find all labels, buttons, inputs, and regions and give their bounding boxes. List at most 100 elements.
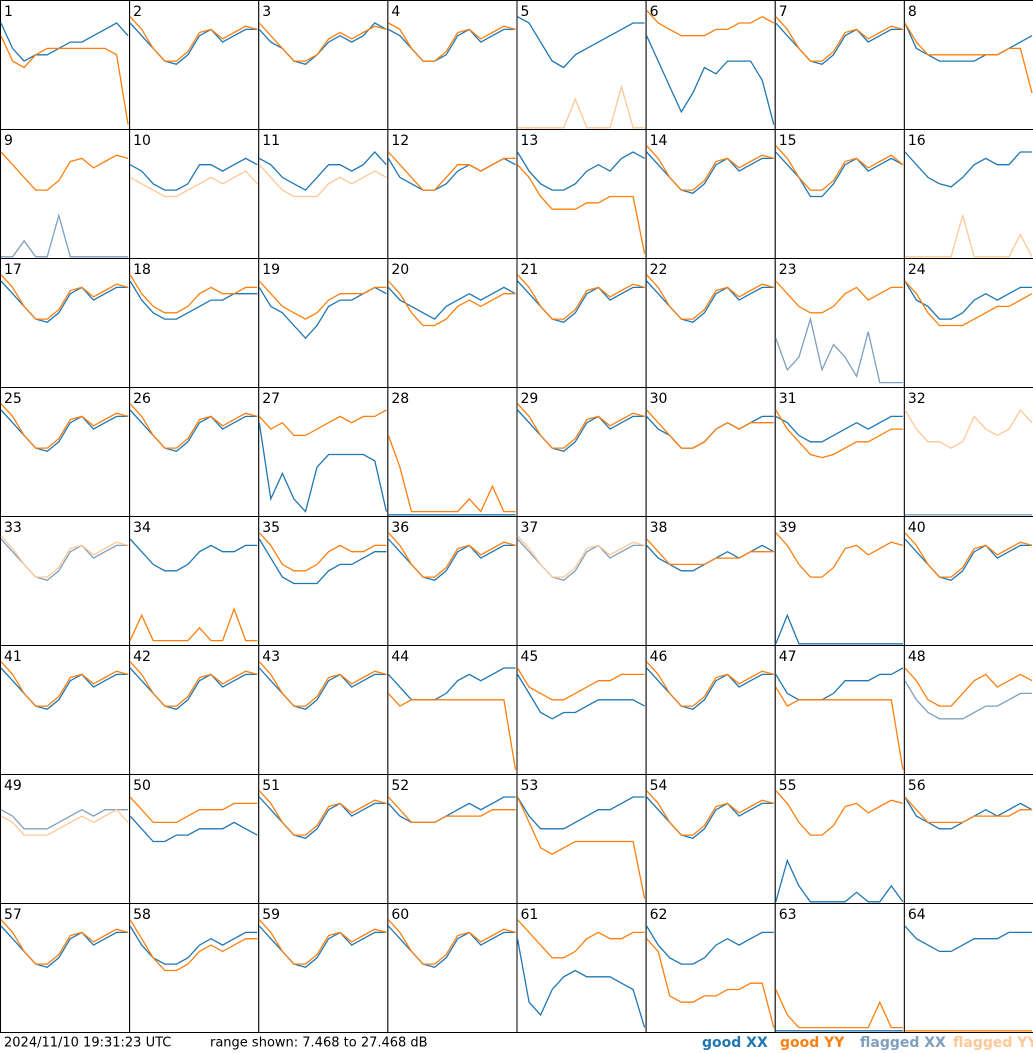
panel-frame	[774, 516, 905, 646]
spectrum-line	[904, 532, 1033, 578]
panel-label: 18	[133, 262, 151, 278]
panel-frame	[0, 516, 131, 646]
panel-label: 47	[779, 649, 797, 665]
panel-label: 36	[391, 520, 409, 536]
panel-label: 1	[4, 4, 13, 20]
spectrum-line	[1, 213, 129, 258]
panel-frame	[387, 129, 518, 259]
spectrum-line	[388, 22, 516, 62]
panel-label: 56	[908, 778, 926, 794]
spectrum-line	[258, 151, 387, 191]
spectrum-line	[904, 22, 1033, 62]
spectrum-line	[517, 274, 645, 320]
spectrum-line	[387, 919, 516, 965]
panel-label: 29	[521, 391, 539, 407]
panel-frame	[516, 387, 647, 517]
panel-label: 64	[908, 907, 926, 923]
spectrum-line	[0, 403, 129, 449]
panel-label: 52	[391, 778, 409, 794]
spectrum-line	[387, 796, 516, 824]
spectrum-line	[904, 22, 1033, 94]
spectrum-line	[129, 157, 258, 191]
spectrum-line	[387, 532, 516, 578]
panel-label: 8	[908, 4, 917, 20]
panel-frame	[0, 903, 131, 1033]
panel-label: 20	[391, 262, 409, 278]
panel-label: 41	[4, 649, 22, 665]
spectrum-line	[387, 796, 516, 824]
spectrum-line	[646, 35, 775, 125]
panel-frame	[645, 903, 776, 1033]
panel-label: 26	[133, 391, 151, 407]
panel-label: 10	[133, 133, 151, 149]
spectrum-line	[904, 680, 1032, 720]
panel-label: 46	[650, 649, 668, 665]
panel-label: 6	[650, 4, 659, 20]
spectrum-line	[129, 815, 258, 843]
spectrum-line	[129, 16, 258, 62]
spectrum-line	[129, 274, 258, 314]
spectrum-line	[904, 925, 1032, 953]
spectrum-line	[775, 532, 904, 578]
legend-entry: flagged XX	[860, 1035, 946, 1051]
panel-frame	[258, 0, 389, 130]
spectrum-line	[517, 535, 645, 578]
spectrum-line	[129, 919, 258, 972]
panel-frame	[774, 645, 905, 775]
panel-frame	[774, 387, 905, 517]
panel-label: 51	[262, 778, 280, 794]
spectrum-line	[387, 286, 516, 320]
panel-frame	[774, 129, 905, 259]
panel-label: 60	[391, 907, 409, 923]
spectrum-line	[129, 796, 258, 824]
spectrum-line	[258, 919, 387, 965]
panel-frame	[258, 129, 389, 259]
spectrum-line	[904, 151, 1032, 188]
spectrum-line	[258, 22, 387, 62]
panel-frame	[516, 903, 647, 1033]
panel-frame	[258, 516, 389, 646]
spectrum-line	[258, 280, 387, 320]
panel-label: 5	[521, 4, 530, 20]
spectrum-line	[258, 164, 387, 198]
panel-frame	[774, 258, 905, 388]
panel-label: 9	[4, 133, 13, 149]
panel-label: 27	[262, 391, 280, 407]
panel-label: 25	[4, 391, 22, 407]
spectrum-line	[646, 145, 774, 191]
spectrum-line	[904, 408, 1033, 449]
panel-label: 63	[779, 907, 797, 923]
panel-label: 12	[391, 133, 409, 149]
panel-frame	[0, 258, 131, 388]
spectrum-line	[129, 170, 258, 198]
spectrum-line	[516, 151, 645, 191]
panel-frame	[903, 774, 1033, 904]
spectrum-line	[129, 403, 258, 449]
spectrum-line	[258, 790, 387, 836]
spectrum-line	[0, 35, 129, 125]
spectrum-line	[646, 409, 774, 449]
spectrum-line	[0, 808, 129, 836]
panel-label: 14	[650, 133, 668, 149]
spectrum-line	[904, 213, 1033, 258]
panel-label: 33	[4, 520, 22, 536]
panel-label: 53	[521, 778, 539, 794]
timestamp: 2024/11/10 19:31:23 UTC	[4, 1036, 171, 1051]
panel-frame	[645, 258, 776, 388]
spectrum-line	[904, 280, 1032, 320]
spectrum-line	[775, 16, 904, 62]
panel-frame	[516, 774, 647, 904]
panel-frame	[387, 516, 518, 646]
panel-frame	[387, 903, 518, 1033]
panel-label: 17	[4, 262, 22, 278]
spectrum-line	[646, 661, 774, 707]
panel-label: 35	[262, 520, 280, 536]
panel-frame	[258, 774, 389, 904]
spectrum-line	[904, 667, 1033, 707]
panel-frame	[129, 258, 260, 388]
panel-frame	[903, 516, 1033, 646]
panel-label: 4	[391, 4, 400, 20]
panel-frame	[903, 387, 1033, 517]
spectrum-line	[646, 274, 774, 320]
